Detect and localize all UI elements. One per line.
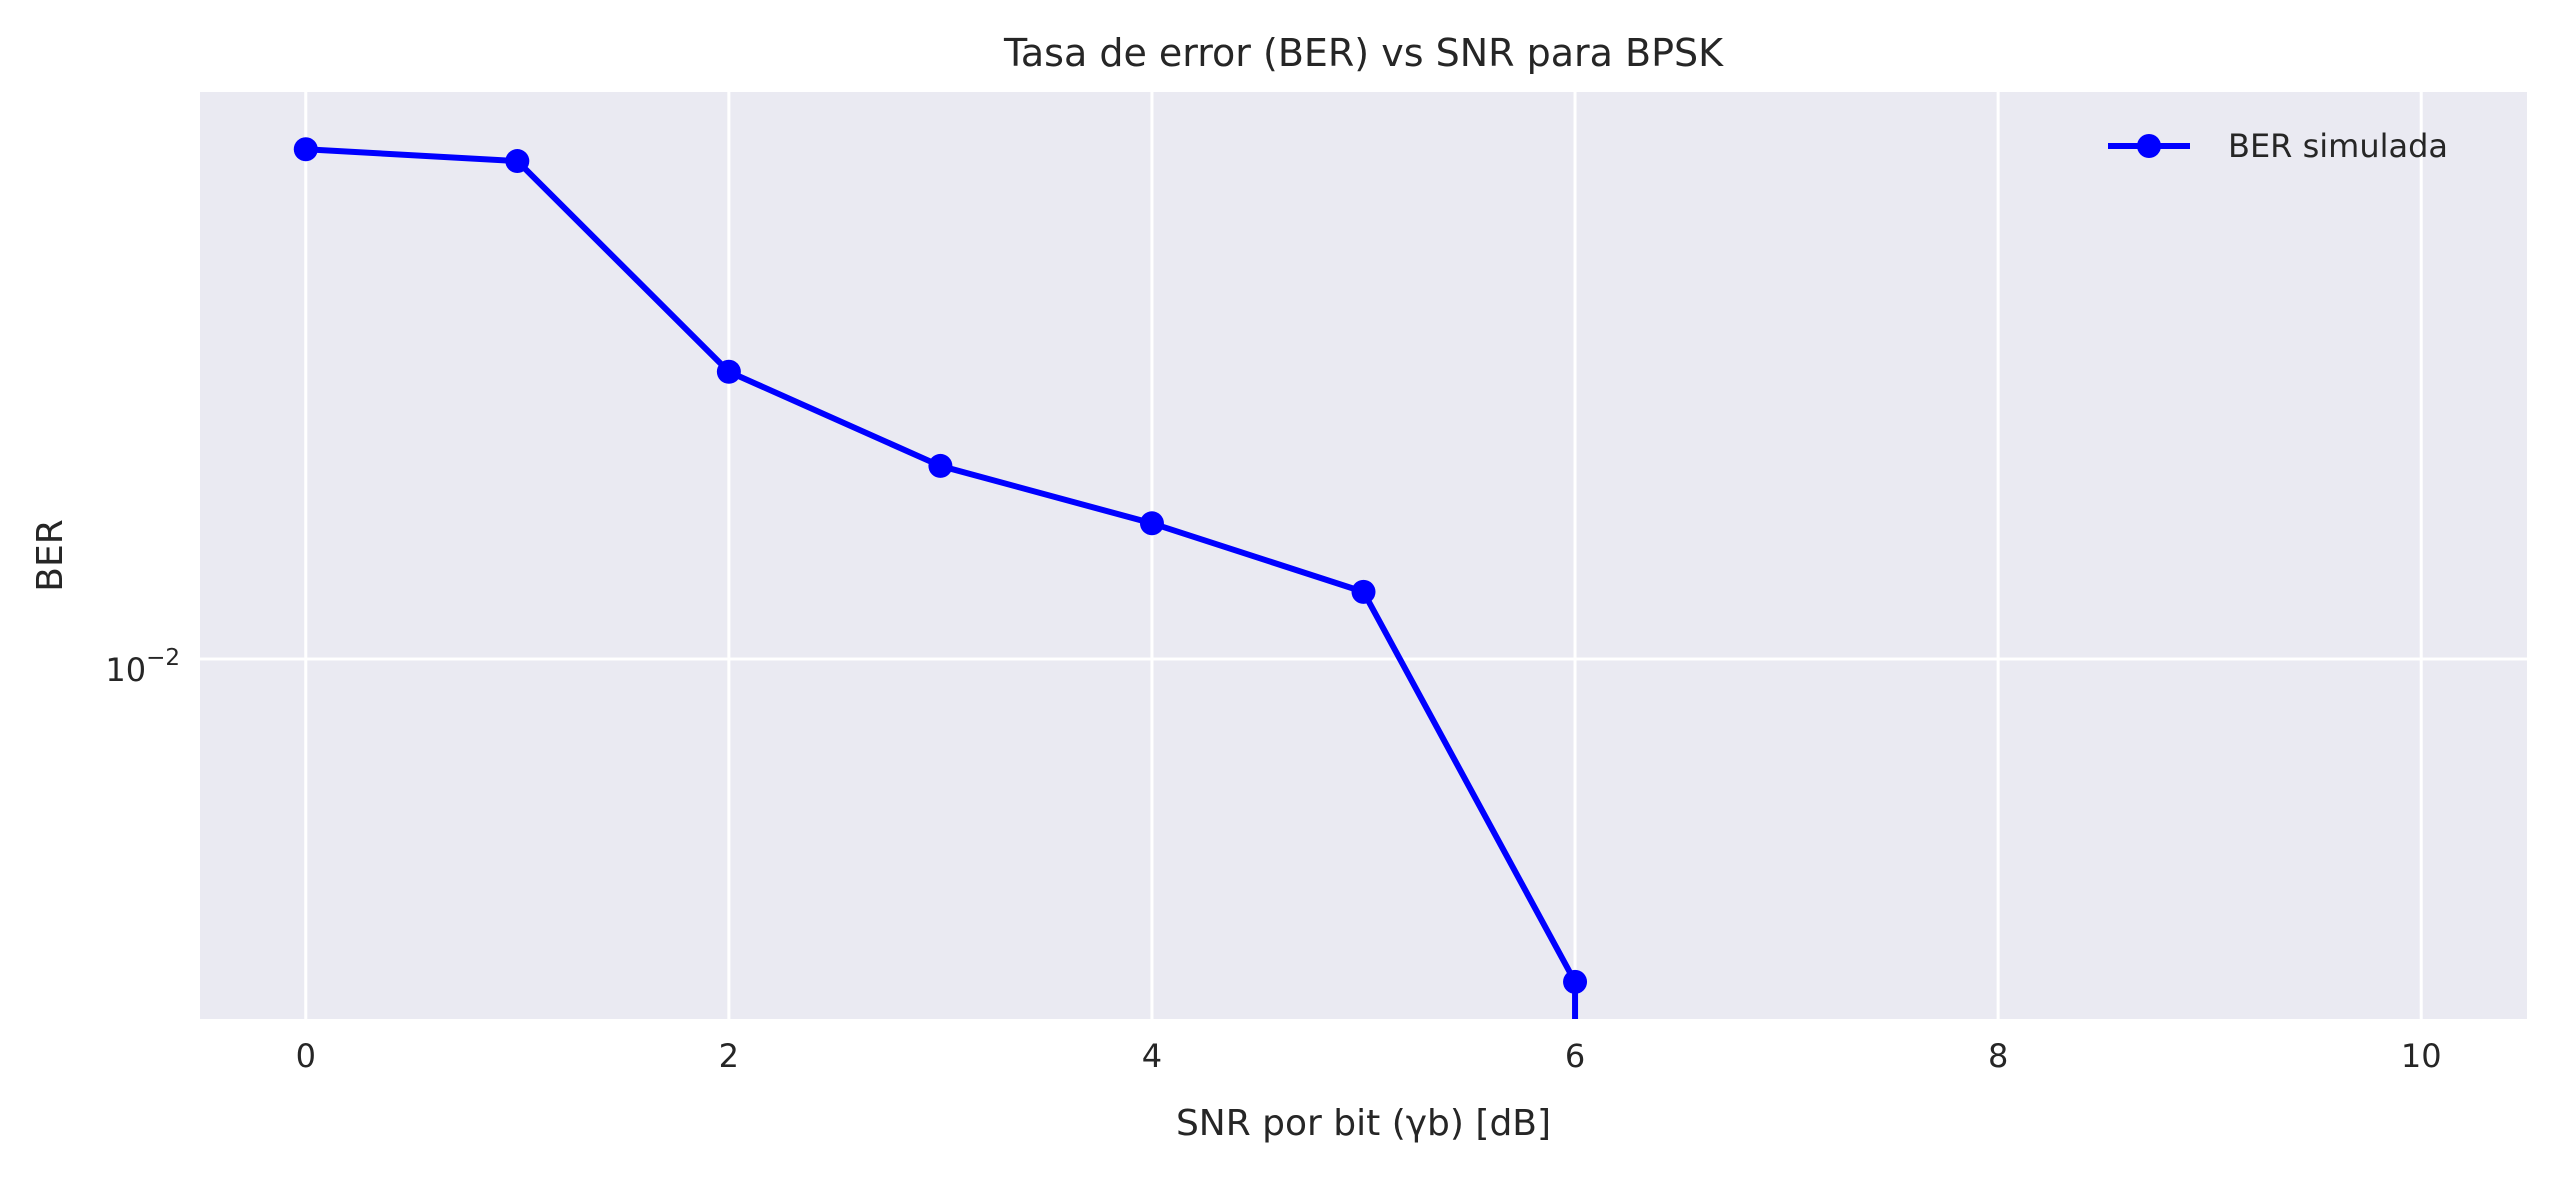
x-axis-label: SNR por bit (γb) [dB] <box>1176 1103 1551 1144</box>
grid-lines <box>200 92 2527 1019</box>
y-tick-exponent: −2 <box>146 645 180 671</box>
chart-title: Tasa de error (BER) vs SNR para BPSK <box>1003 31 1724 75</box>
data-point <box>1351 579 1376 604</box>
series-layer <box>293 137 1588 1019</box>
x-tick-label: 4 <box>1142 1037 1162 1075</box>
data-point <box>293 137 318 162</box>
data-point <box>928 453 953 478</box>
plot-area <box>200 92 2527 1019</box>
x-tick-label: 10 <box>2401 1037 2442 1075</box>
x-tick-label: 6 <box>1565 1037 1585 1075</box>
y-axis-label: BER <box>30 519 71 591</box>
legend-label: BER simulada <box>2228 127 2448 165</box>
legend: BER simulada <box>2108 127 2448 165</box>
data-point <box>1139 511 1164 536</box>
y-tick-labels: 10−2 <box>105 645 180 689</box>
data-point <box>505 149 530 174</box>
x-tick-label: 2 <box>719 1037 739 1075</box>
x-tick-labels: 0 2 4 6 8 10 <box>296 1037 2442 1075</box>
data-point <box>1563 969 1588 994</box>
x-tick-label: 8 <box>1988 1037 2008 1075</box>
series-line <box>305 146 1579 1019</box>
legend-marker <box>2137 134 2161 158</box>
y-tick-label: 10−2 <box>105 645 180 689</box>
y-tick-base: 10 <box>105 651 146 689</box>
x-tick-label: 0 <box>296 1037 316 1075</box>
data-point <box>716 359 741 384</box>
